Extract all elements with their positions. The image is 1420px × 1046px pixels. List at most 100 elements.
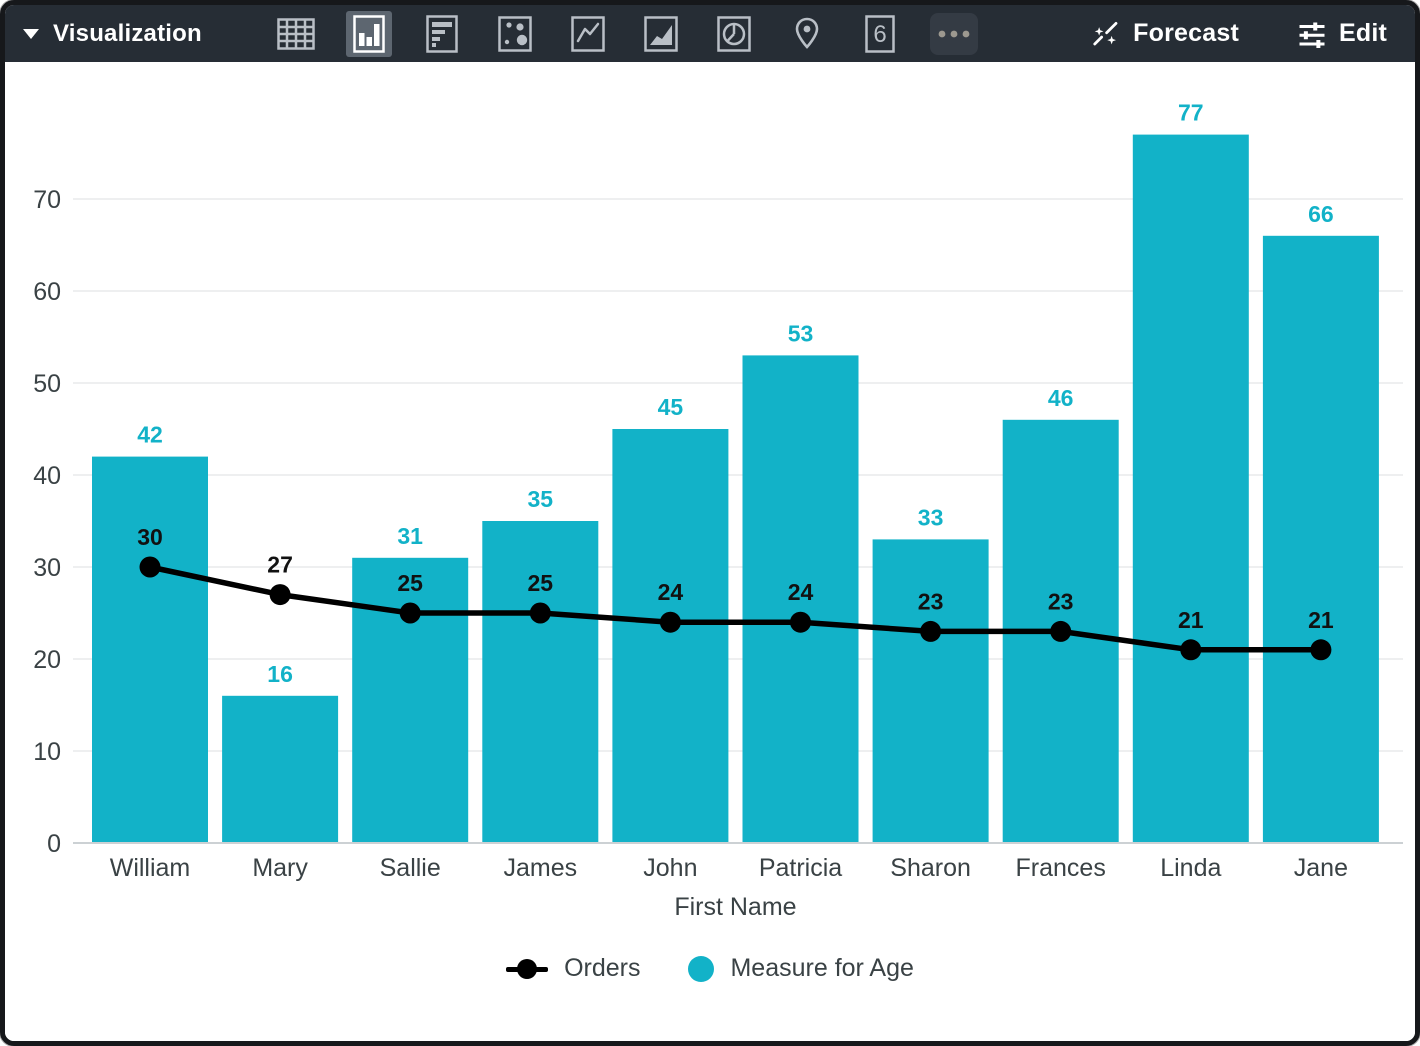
line-point-sharon[interactable] xyxy=(920,620,942,642)
line-point-patricia[interactable] xyxy=(790,611,811,633)
visualization-toolbar: Visualization xyxy=(5,5,1415,62)
line-value-label: 24 xyxy=(658,579,684,605)
bar-william[interactable] xyxy=(92,456,208,843)
table-grid-icon xyxy=(277,17,315,50)
toolbar-actions: Forecast Edit xyxy=(1091,19,1387,49)
y-axis-tick-label: 50 xyxy=(33,370,61,398)
legend-label-orders: Orders xyxy=(564,954,641,982)
bar-sharon[interactable] xyxy=(872,539,989,843)
orders-line-marker-icon xyxy=(506,958,549,980)
bar-linda[interactable] xyxy=(1132,134,1249,844)
y-axis-tick-label: 10 xyxy=(33,738,61,766)
bar-john[interactable] xyxy=(612,429,729,843)
y-axis-tick-label: 70 xyxy=(33,186,61,214)
chevron-down-icon xyxy=(23,28,39,39)
bar-value-label: 33 xyxy=(918,504,944,530)
forecast-sparkle-icon xyxy=(1093,21,1118,45)
column-bars-icon xyxy=(353,14,385,53)
measure-for-age-marker-icon xyxy=(688,955,715,982)
y-axis-tick-label: 20 xyxy=(33,646,61,674)
bar-james[interactable] xyxy=(482,521,599,843)
line-point-john[interactable] xyxy=(659,611,681,633)
bar-value-label: 77 xyxy=(1178,100,1204,126)
line-point-mary[interactable] xyxy=(269,584,291,606)
line-value-label: 23 xyxy=(918,588,944,614)
bar-rows-icon xyxy=(426,14,458,53)
scatter-chart-icon[interactable] xyxy=(492,11,538,57)
scatter-dots-icon xyxy=(498,15,532,52)
legend-item-orders[interactable]: Orders xyxy=(506,954,640,983)
line-value-label: 24 xyxy=(788,579,814,605)
bar-value-label: 46 xyxy=(1048,385,1074,411)
pie-chart-icon[interactable] xyxy=(711,11,757,57)
line-chart-icon[interactable] xyxy=(565,11,611,57)
single-value-box-icon: 6 xyxy=(865,14,895,53)
bar-value-label: 66 xyxy=(1308,201,1334,227)
bar-chart-icon[interactable] xyxy=(419,11,465,57)
line-value-label: 30 xyxy=(137,524,163,550)
single-value-number: 6 xyxy=(873,21,886,48)
bar-value-label: 16 xyxy=(267,661,293,687)
collapse-visualization-button[interactable]: Visualization xyxy=(23,20,273,48)
x-axis-tick-label: John xyxy=(643,854,697,882)
single-value-icon[interactable]: 6 xyxy=(857,11,903,57)
line-point-jane[interactable] xyxy=(1310,639,1332,661)
map-chart-icon[interactable] xyxy=(784,11,830,57)
line-value-label: 27 xyxy=(267,552,293,578)
x-axis-tick-label: Sallie xyxy=(380,854,441,882)
bar-value-label: 31 xyxy=(397,523,423,549)
line-point-frances[interactable] xyxy=(1050,620,1072,642)
x-axis-tick-label: Sharon xyxy=(890,854,971,882)
x-axis-tick-label: Patricia xyxy=(759,854,842,882)
x-axis-tick-label: Jane xyxy=(1294,854,1348,882)
forecast-button[interactable]: Forecast xyxy=(1091,19,1239,49)
line-point-william[interactable] xyxy=(139,556,161,578)
line-point-linda[interactable] xyxy=(1180,639,1202,661)
more-chart-types-button[interactable] xyxy=(930,12,978,55)
edit-label: Edit xyxy=(1338,19,1387,47)
bar-value-label: 42 xyxy=(137,422,163,448)
edit-button[interactable]: Edit xyxy=(1297,19,1387,49)
legend-item-measure-for-age[interactable]: Measure for Age xyxy=(688,954,914,983)
x-axis-title: First Name xyxy=(674,893,796,921)
y-axis-tick-label: 40 xyxy=(33,462,61,490)
chart-area: 0 10 20 30 40 50 60 70 42 16 31 35 45 53 33 46 77 66 30 27 2… xyxy=(5,62,1415,1041)
line-point-james[interactable] xyxy=(529,602,551,624)
y-axis-tick-label: 0 xyxy=(47,830,61,858)
line-value-label: 25 xyxy=(528,570,554,596)
table-chart-icon[interactable] xyxy=(273,11,319,57)
y-axis-tick-label: 60 xyxy=(33,278,61,306)
area-fill-icon xyxy=(644,15,678,52)
bar-value-label: 53 xyxy=(788,320,814,346)
forecast-label: Forecast xyxy=(1133,19,1239,47)
line-point-sallie[interactable] xyxy=(399,602,421,624)
line-value-label: 23 xyxy=(1048,588,1074,614)
chart-type-switcher: 6 xyxy=(273,10,978,57)
bar-value-label: 35 xyxy=(528,486,554,512)
line-value-label: 21 xyxy=(1308,607,1334,633)
tune-sliders-icon xyxy=(1299,22,1325,48)
column-chart-icon[interactable] xyxy=(346,10,392,57)
chart-legend: Orders Measure for Age xyxy=(5,954,1415,983)
toolbar-title: Visualization xyxy=(53,19,202,47)
pie-circle-icon xyxy=(717,15,751,52)
bar-value-label: 45 xyxy=(658,394,684,420)
bar-sallie[interactable] xyxy=(352,557,469,843)
x-axis-tick-label: Frances xyxy=(1016,854,1106,882)
bar-patricia[interactable] xyxy=(742,355,859,843)
map-pin-icon xyxy=(795,17,819,49)
line-value-label: 25 xyxy=(397,570,423,596)
bar-jane[interactable] xyxy=(1262,235,1379,844)
x-axis-tick-label: James xyxy=(503,854,577,882)
orders-line xyxy=(149,564,1321,653)
x-axis-tick-label: William xyxy=(110,854,191,882)
legend-label-measure-for-age: Measure for Age xyxy=(730,954,914,982)
area-chart-icon[interactable] xyxy=(638,11,684,57)
y-axis-tick-label: 30 xyxy=(33,554,61,582)
combo-chart[interactable]: 0 10 20 30 40 50 60 70 42 16 31 35 45 53 33 46 77 66 30 27 2… xyxy=(5,62,1415,942)
line-path-icon xyxy=(571,15,605,52)
x-axis-tick-label: Mary xyxy=(252,854,308,882)
line-value-label: 21 xyxy=(1178,607,1204,633)
bar-mary[interactable] xyxy=(222,695,339,843)
